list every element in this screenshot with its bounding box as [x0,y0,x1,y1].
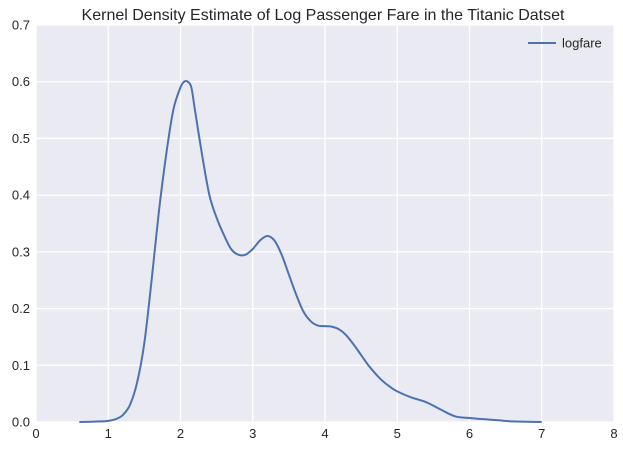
legend: logfare [528,36,602,51]
y-tick-label: 0.1 [12,358,30,373]
x-tick-label: 2 [177,426,184,441]
series-layer [79,80,542,423]
x-tick-label: 8 [610,426,617,441]
series-line-logfare [79,80,542,423]
y-tick-label: 0.7 [12,18,30,33]
x-tick-label: 1 [105,426,112,441]
y-tick-label: 0.5 [12,131,30,146]
x-tick-label: 6 [466,426,473,441]
x-tick-label: 3 [249,426,256,441]
x-tick-label: 5 [394,426,401,441]
y-tick-label: 0.0 [12,415,30,430]
y-tick-label: 0.2 [12,301,30,316]
y-tick-label: 0.6 [12,74,30,89]
x-tick-labels: 0 1 2 3 4 5 6 7 8 [32,426,617,441]
chart-title: Kernel Density Estimate of Log Passenger… [82,7,565,24]
y-tick-label: 0.3 [12,244,30,259]
legend-label-logfare: logfare [562,36,602,51]
x-tick-label: 0 [32,426,39,441]
y-tick-label: 0.4 [12,188,30,203]
y-tick-labels: 0.0 0.1 0.2 0.3 0.4 0.5 0.6 0.7 [12,18,30,430]
x-tick-label: 4 [321,426,328,441]
x-tick-label: 7 [538,426,545,441]
